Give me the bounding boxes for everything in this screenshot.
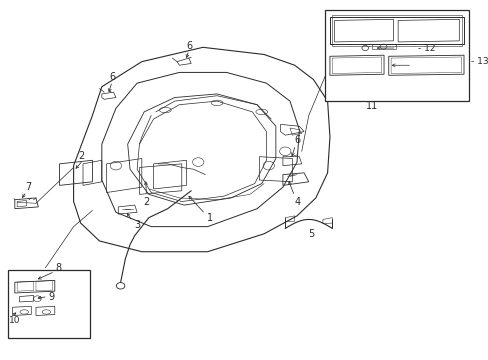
Bar (325, 10, 468, 101)
Text: 4: 4 (294, 197, 301, 207)
Text: 6: 6 (109, 72, 116, 82)
Text: 6: 6 (186, 41, 192, 50)
Bar (8, 270, 90, 338)
Text: 1: 1 (206, 213, 213, 222)
Text: 2: 2 (143, 197, 149, 207)
Text: 6: 6 (293, 135, 300, 145)
Text: 2: 2 (78, 150, 84, 161)
Text: 3: 3 (134, 220, 140, 230)
Text: 7: 7 (25, 182, 31, 192)
Text: 9: 9 (48, 292, 55, 302)
Text: 11: 11 (366, 102, 378, 112)
Text: 5: 5 (307, 229, 314, 239)
Text: 8: 8 (55, 263, 61, 273)
Text: 10: 10 (9, 316, 20, 325)
Text: - 12: - 12 (418, 44, 435, 53)
Text: - 13: - 13 (469, 57, 487, 66)
